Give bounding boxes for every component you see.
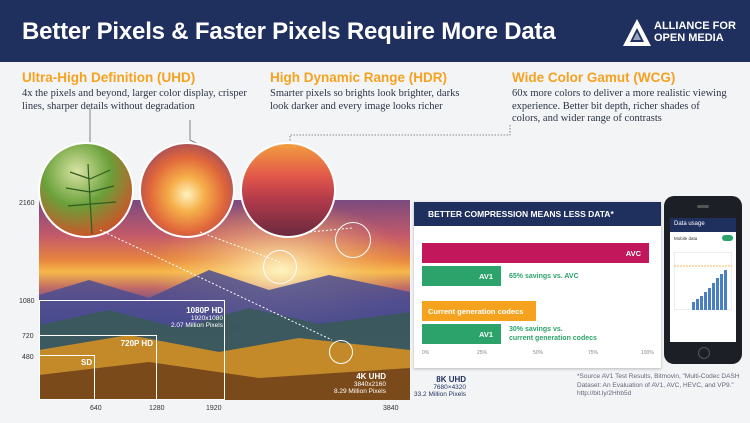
note-30-savings: 30% savings vs. current generation codec… [509,326,597,342]
y-tick-1080: 1080 [19,298,35,305]
brand-line-2: OPEN MEDIA [654,32,724,44]
zoom-circle-uhd [329,340,353,364]
y-tick-480: 480 [22,354,34,361]
panel-title: BETTER COMPRESSION MEANS LESS DATA* [428,209,614,219]
mobile-data-toggle[interactable] [722,235,733,241]
zoom-circle-wcg [335,222,371,258]
phone-speaker [697,205,709,208]
zoom-wcg-sky-image [240,142,336,238]
tier-1080p-label: 1080P HD 1920x1080 2.07 Million Pixels [170,306,223,329]
tier-sd-box [39,355,95,400]
y-tick-2160: 2160 [19,200,35,207]
source-footnote: *Source AV1 Test Results, Bitmovin, "Mul… [577,373,740,397]
tier-sd-label: SD [81,358,93,367]
phone-screen: Data usage Mobile data [670,218,736,342]
x-tick-1280: 1280 [149,405,165,412]
feature-wcg: Wide Color Gamut (WCG) 60x more colors t… [512,70,730,126]
tier-8k-label: 8K UHD 7680×4320 33.2 Million Pixels [414,375,467,398]
x-tick-1920: 1920 [206,405,222,412]
bar-avc: AVC [422,243,649,263]
feature-title: Wide Color Gamut (WCG) [512,70,676,85]
feature-text: Smarter pixels so brights look brighter,… [270,88,460,112]
feature-text: 4x the pixels and beyond, larger color d… [22,88,247,112]
x-tick: 25% [477,350,488,356]
x-tick: 100% [641,350,654,356]
feature-text: 60x more colors to deliver a more realis… [512,88,727,124]
header-banner: Better Pixels & Faster Pixels Require Mo… [0,0,750,62]
x-tick: 50% [533,350,544,356]
feature-title: Ultra-High Definition (UHD) [22,70,196,85]
page-title: Better Pixels & Faster Pixels Require Mo… [22,18,556,45]
zoom-circle-hdr [263,250,297,284]
x-tick-640: 640 [90,405,102,412]
tier-4k-label: 4K UHD 3840x2160 8.29 Million Pixels [333,372,386,395]
zoom-uhd-pine-image [38,142,134,238]
y-tick-720: 720 [22,333,34,340]
landscape-image: 1080P HD 1920x1080 2.07 Million Pixels 7… [39,200,410,400]
note-65-savings: 65% savings vs. AVC [509,273,579,280]
usage-graph [674,252,732,310]
zoom-hdr-sunrise-image [139,142,235,238]
phone-mockup: Data usage Mobile data [664,196,742,364]
x-tick: 0% [422,350,430,356]
home-button[interactable] [698,347,710,359]
compression-panel: BETTER COMPRESSION MEANS LESS DATA* AVC … [414,202,661,368]
panel-header: BETTER COMPRESSION MEANS LESS DATA* [414,202,661,226]
mobile-data-label: Mobile data [674,236,698,241]
bar-av1-vs-avc: AV1 [422,266,501,286]
brand-logo[interactable]: ALLIANCE FOR OPEN MEDIA [622,18,742,48]
app-title: Data usage [674,221,705,227]
app-bar: Data usage [670,218,736,232]
aom-logo-icon [623,19,651,46]
x-tick-3840: 3840 [383,405,399,412]
tier-720p-label: 720P HD [120,339,153,348]
brand-line-1: ALLIANCE FOR [654,20,736,32]
x-tick: 75% [588,350,599,356]
feature-uhd: Ultra-High Definition (UHD) 4x the pixel… [22,70,262,113]
feature-title: High Dynamic Range (HDR) [270,70,448,85]
bar-current-gen: Current generation codecs [422,301,536,321]
bar-av1-vs-current: AV1 [422,324,501,344]
feature-hdr: High Dynamic Range (HDR) Smarter pixels … [270,70,480,113]
pine-branch-icon [65,163,117,235]
